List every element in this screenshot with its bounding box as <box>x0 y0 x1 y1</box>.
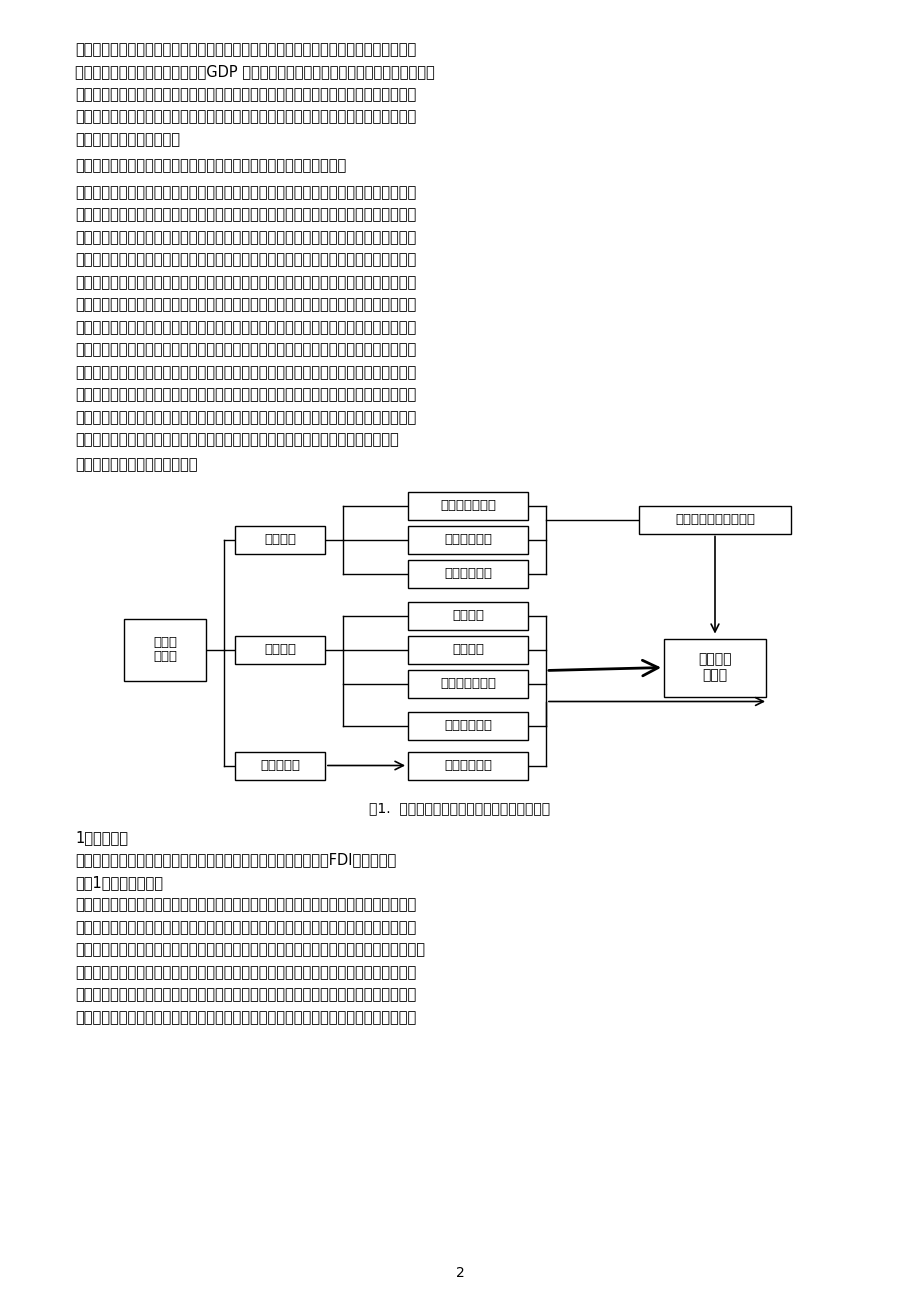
Text: 银行体系
不稳定: 银行体系 不稳定 <box>698 652 731 682</box>
Text: 国际资本流动包括国际资本流出和国际资本流出两个方面。国际资本流出对流出国银: 国际资本流动包括国际资本流出和国际资本流出两个方面。国际资本流出对流出国银 <box>75 185 415 201</box>
Text: 上负债减少或者本国在外国的资产增加。国际资本流入，也即外国资本流出至本国，主要: 上负债减少或者本国在外国的资产增加。国际资本流入，也即外国资本流出至本国，主要 <box>75 253 415 267</box>
FancyBboxPatch shape <box>664 638 766 697</box>
Text: 扩张对于发展中国家经济增长具有促进作用，但是大规模国际资本在较短时间内流入容易: 扩张对于发展中国家经济增长具有促进作用，但是大规模国际资本在较短时间内流入容易 <box>75 987 415 1003</box>
Text: 银行存贷款变动: 银行存贷款变动 <box>439 499 495 512</box>
Text: 时，由于其原本是银行主导型的金融体系，外币资产全部或大部分将进入银行体系。所以，: 时，由于其原本是银行主导型的金融体系，外币资产全部或大部分将进入银行体系。所以， <box>75 943 425 957</box>
Text: 行可贷资金量和存款提取量；同时，在浮动汇率制情况下，国际资本流动导致利率波动、: 行可贷资金量和存款提取量；同时，在浮动汇率制情况下，国际资本流动导致利率波动、 <box>75 342 415 358</box>
Text: 直接投资变动、间接投资变动，导致商业银行的资产负债结构发生变化，从而改变商业银: 直接投资变动、间接投资变动，导致商业银行的资产负债结构发生变化，从而改变商业银 <box>75 320 415 335</box>
Text: 汇率变动: 汇率变动 <box>451 643 483 656</box>
Text: 低银行危机发生；而抗风险的能力，主要由银行资本金的充足情况、不良贷款的数量以及: 低银行危机发生；而抗风险的能力，主要由银行资本金的充足情况、不良贷款的数量以及 <box>75 109 415 125</box>
Text: 间接冲击: 间接冲击 <box>264 643 296 656</box>
FancyBboxPatch shape <box>407 669 528 698</box>
FancyBboxPatch shape <box>407 560 528 587</box>
Text: 指将某存在风险银行危机传染至整个银行体系，一般是指某国商业银行发生危机通过同业: 指将某存在风险银行危机传染至整个银行体系，一般是指某国商业银行发生危机通过同业 <box>75 410 415 424</box>
FancyBboxPatch shape <box>407 602 528 629</box>
Text: 货币供应量变动: 货币供应量变动 <box>439 677 495 690</box>
Text: 当国际资本以银行贷款的形式流入一国时，流入国对外负债增多，同时相应的国内货: 当国际资本以银行贷款的形式流入一国时，流入国对外负债增多，同时相应的国内货 <box>75 897 415 913</box>
Text: 危机传染效应: 危机传染效应 <box>444 759 492 772</box>
FancyBboxPatch shape <box>407 526 528 553</box>
Text: 利率变动: 利率变动 <box>451 609 483 622</box>
Text: 接冲击、间接冲击及继发性冲击来实现。国际资本流动的直接冲击导致银行存贷款变动、: 接冲击、间接冲击及继发性冲击来实现。国际资本流动的直接冲击导致银行存贷款变动、 <box>75 297 415 312</box>
Text: 从发展中国家的总体来看，利用外资的规模是与商业银行信贷规模成正比的。虽然，信贷: 从发展中国家的总体来看，利用外资的规模是与商业银行信贷规模成正比的。虽然，信贷 <box>75 965 415 980</box>
FancyBboxPatch shape <box>407 711 528 740</box>
Text: 间接投资变动: 间接投资变动 <box>444 566 492 579</box>
FancyBboxPatch shape <box>407 491 528 519</box>
Text: 直接冲击: 直接冲击 <box>264 533 296 546</box>
Text: 的，即关于银行的法令健全、监管适度、调控得力等。从这个角度出发，对国家经济有所: 的，即关于银行的法令健全、监管适度、调控得力等。从这个角度出发，对国家经济有所 <box>75 42 415 57</box>
FancyBboxPatch shape <box>407 635 528 664</box>
Text: 1、直接冲击: 1、直接冲击 <box>75 829 128 845</box>
Text: 机构或个人对在本国银行资产负债表负债项目增加；本国对外国机构或个人的资产负债表: 机构或个人对在本国银行资产负债表负债项目增加；本国对外国机构或个人的资产负债表 <box>75 230 415 245</box>
Text: 直接投资变动: 直接投资变动 <box>444 533 492 546</box>
FancyBboxPatch shape <box>234 526 324 553</box>
Text: 主要传播途径如下图所示：: 主要传播途径如下图所示： <box>75 457 198 473</box>
Text: 等各类银行具有一定抵御风险的能力，能够使银行在外部环境恶化的时候，最大限度的降: 等各类银行具有一定抵御风险的能力，能够使银行在外部环境恶化的时候，最大限度的降 <box>75 87 415 102</box>
Text: 汇率变动、货币供应量变动及实体经济变动，从而影响该国的产业结构、财政政策、货币: 汇率变动、货币供应量变动及实体经济变动，从而影响该国的产业结构、财政政策、货币 <box>75 365 415 380</box>
Text: 行的影响主要表现为：外国机构或个人在本国银行账面的资产负债表资产项目减少，外国: 行的影响主要表现为：外国机构或个人在本国银行账面的资产负债表资产项目减少，外国 <box>75 207 415 223</box>
Text: 影响的的因素，诸如利率、汇率、GDP 等皆为研究对象；从微观角度看，央行、商业银行: 影响的的因素，诸如利率、汇率、GDP 等皆为研究对象；从微观角度看，央行、商业银… <box>75 65 435 79</box>
FancyBboxPatch shape <box>234 751 324 780</box>
Text: 引发银行体系的信贷膨胀。银行对于资质较低或者不符合贷款条件的企业放松审核，进而: 引发银行体系的信贷膨胀。银行对于资质较低或者不符合贷款条件的企业放松审核，进而 <box>75 1010 415 1025</box>
Text: 政策等宏观经济和企业发展等微观经济因素对从而银行体系产生间接冲击；继发性冲击是: 政策等宏观经济和企业发展等微观经济因素对从而银行体系产生间接冲击；继发性冲击是 <box>75 388 415 402</box>
Text: 国际资本直接流入一国主要是通过外国银行贷款和直接投资（FDI）实现的。: 国际资本直接流入一国主要是通过外国银行贷款和直接投资（FDI）实现的。 <box>75 853 396 867</box>
FancyBboxPatch shape <box>124 618 206 681</box>
Text: 银行资产负债结构变化: 银行资产负债结构变化 <box>675 513 754 526</box>
Text: 表现与国际资本流出至国外表现相反。国际资本流动的过程对银行体系的影响主要通过直: 表现与国际资本流出至国外表现相反。国际资本流动的过程对银行体系的影响主要通过直 <box>75 275 415 290</box>
Text: 国际资
本流动: 国际资 本流动 <box>153 635 176 664</box>
Text: 债务链传染、季风效应传染以及借款人传染等途径，从而导致银行体系稳定性危机。: 债务链传染、季风效应传染以及借款人传染等途径，从而导致银行体系稳定性危机。 <box>75 432 398 448</box>
Text: 2: 2 <box>455 1266 464 1280</box>
Text: 币供给量增加，同时，商业银行的账面外币资产增加。当发展中国家开始开放资本市场之: 币供给量增加，同时，商业银行的账面外币资产增加。当发展中国家开始开放资本市场之 <box>75 921 415 935</box>
Text: （1）外国银行贷款: （1）外国银行贷款 <box>75 875 163 891</box>
FancyBboxPatch shape <box>234 635 324 664</box>
Text: 实体经济变动: 实体经济变动 <box>444 719 492 732</box>
Text: 图1.  国际资本流动对银行体系稳定性影响路径: 图1. 国际资本流动对银行体系稳定性影响路径 <box>369 802 550 815</box>
Text: 其他指标综合的加以反映。: 其他指标综合的加以反映。 <box>75 132 180 147</box>
Text: 继发性冲击: 继发性冲击 <box>260 759 300 772</box>
FancyBboxPatch shape <box>407 751 528 780</box>
Text: （二）国际资本流动对于银行体系稳定性影响的三种冲击机制假设: （二）国际资本流动对于银行体系稳定性影响的三种冲击机制假设 <box>75 159 346 173</box>
FancyBboxPatch shape <box>639 505 790 534</box>
